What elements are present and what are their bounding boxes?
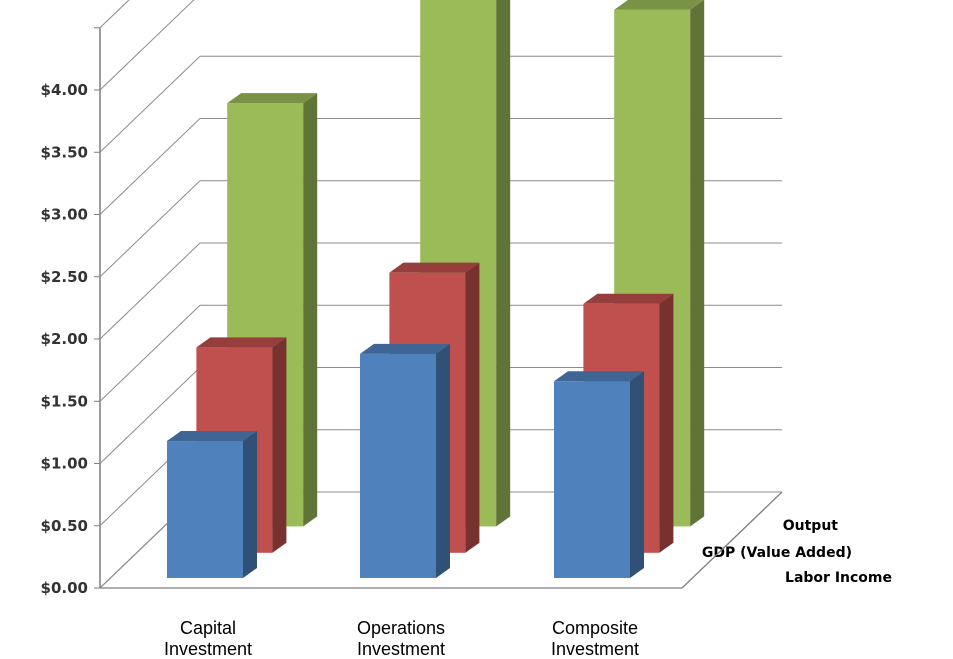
bar-side: [272, 337, 287, 553]
series-depth-label: GDP (Value Added): [702, 545, 852, 561]
bar: [167, 431, 257, 578]
x-category-label: Investment: [357, 639, 445, 659]
y-tick-label: $4.00: [41, 81, 88, 99]
bar-top: [227, 93, 318, 104]
y-tick-labels: $0.00 $0.50 $1.00 $1.50 $2.00 $2.50 $3.00 $3.50…: [41, 81, 88, 597]
y-tick-label: $3.00: [41, 206, 88, 224]
y-tick-label: $0.00: [41, 579, 88, 597]
x-category-label: Capital: [180, 618, 236, 638]
bar-side: [303, 93, 318, 527]
bar-side: [496, 0, 511, 527]
bar-side: [243, 431, 257, 578]
bar-front: [554, 381, 630, 578]
bar-side: [659, 293, 674, 553]
bars: [167, 0, 705, 578]
series-depth-label: Labor Income: [785, 570, 892, 586]
x-category-label: Composite: [552, 618, 638, 638]
x-category-labels: CapitalInvestmentOperationsInvestmentCom…: [164, 618, 639, 659]
gridline-side: [99, 0, 130, 29]
bar-side: [630, 371, 644, 578]
bar: [360, 343, 450, 578]
z-axis-line: [681, 491, 783, 589]
x-category-label: Investment: [164, 639, 252, 659]
y-tick-label: $1.50: [41, 392, 88, 410]
gridline-side: [99, 242, 201, 340]
y-tick-label: $3.50: [41, 143, 88, 161]
gridline-side: [99, 0, 195, 91]
gridline-side: [99, 55, 201, 153]
bar-side: [690, 0, 705, 527]
bar-top: [167, 431, 257, 442]
bar-top: [554, 371, 644, 382]
gridline-side: [99, 180, 201, 278]
bar-front: [360, 353, 436, 578]
x-category-label: Operations: [357, 618, 445, 638]
gridline-side: [99, 367, 201, 464]
bar-top: [196, 337, 287, 348]
bar-top: [583, 293, 674, 304]
gridline-side: [99, 304, 201, 402]
y-tick-label: $2.50: [41, 268, 88, 286]
y-tick-label: $0.50: [41, 517, 88, 535]
bar-front: [167, 441, 243, 578]
y-tick-label: $1.00: [41, 455, 88, 473]
bar-top: [614, 0, 704, 10]
bar-side: [465, 262, 480, 553]
y-tick-label: $2.00: [41, 330, 88, 348]
x-category-label: Investment: [551, 639, 639, 659]
bar-top: [360, 343, 450, 354]
series-depth-label: Output: [783, 518, 839, 534]
bar-top: [389, 262, 480, 273]
gridline-side: [99, 118, 201, 215]
series-depth-labels: Labor Income GDP (Value Added) Output: [681, 491, 892, 589]
bar: [554, 371, 644, 578]
bar-side: [436, 343, 450, 578]
